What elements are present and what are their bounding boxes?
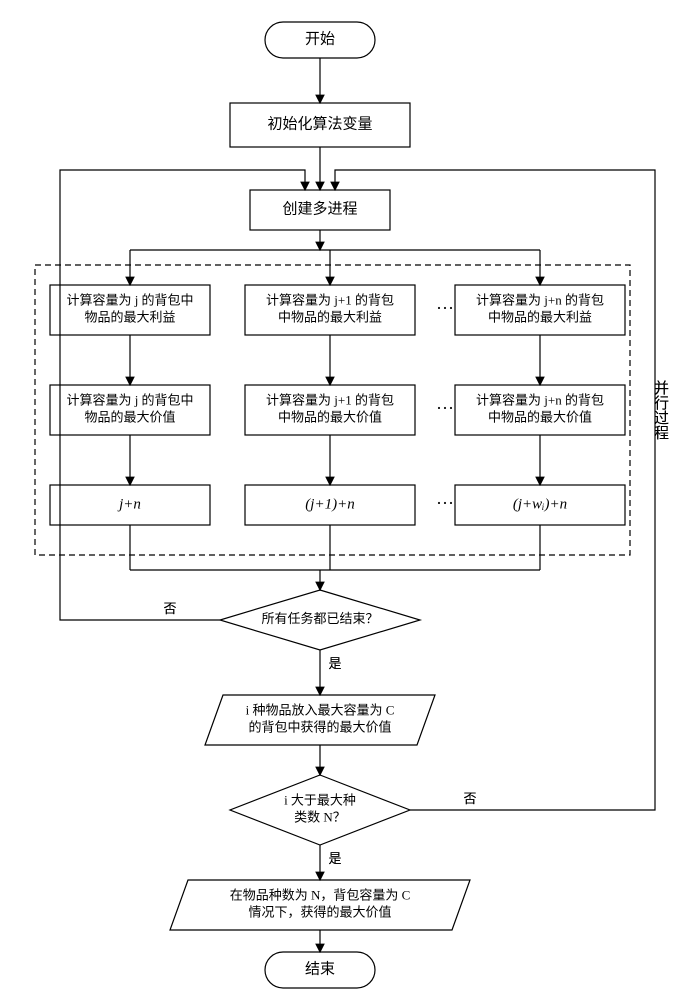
svg-text:创建多进程: 创建多进程 [282,200,357,217]
svg-text:情况下，获得的最大价值: 情况下，获得的最大价值 [248,904,391,919]
svg-text:的背包中获得的最大价值: 的背包中获得的最大价值 [248,719,391,734]
svg-text:(j+wᵢ)+n: (j+wᵢ)+n [513,496,567,512]
svg-text:开始: 开始 [305,30,335,47]
svg-text:物品的最大价值: 物品的最大价值 [84,409,175,424]
svg-text:(j+1)+n: (j+1)+n [305,496,354,512]
svg-text:否: 否 [463,791,476,806]
svg-text:并行过程: 并行过程 [652,380,669,440]
svg-text:计算容量为 j+1 的背包: 计算容量为 j+1 的背包 [266,392,394,407]
svg-text:所有任务都已结束？: 所有任务都已结束？ [261,611,378,626]
svg-text:是: 是 [328,656,341,671]
svg-text:在物品种数为 N，背包容量为 C: 在物品种数为 N，背包容量为 C [230,887,411,902]
svg-text:计算容量为 j 的背包中: 计算容量为 j 的背包中 [66,292,193,307]
svg-text:i 大于最大种: i 大于最大种 [284,792,356,807]
svg-text:是: 是 [328,851,341,866]
svg-text:···: ··· [436,398,454,418]
svg-text:计算容量为 j+n 的背包: 计算容量为 j+n 的背包 [476,392,604,407]
svg-text:···: ··· [436,298,454,318]
svg-text:中物品的最大价值: 中物品的最大价值 [488,409,592,424]
svg-text:否: 否 [163,601,176,616]
svg-text:中物品的最大价值: 中物品的最大价值 [278,409,382,424]
svg-text:中物品的最大利益: 中物品的最大利益 [488,309,592,324]
svg-text:计算容量为 j+1 的背包: 计算容量为 j+1 的背包 [266,292,394,307]
svg-text:物品的最大利益: 物品的最大利益 [84,309,175,324]
svg-text:类数 N？: 类数 N？ [294,809,346,824]
svg-text:···: ··· [436,493,454,513]
svg-text:中物品的最大利益: 中物品的最大利益 [278,309,382,324]
svg-text:j+n: j+n [117,496,141,512]
svg-text:初始化算法变量: 初始化算法变量 [267,114,372,132]
svg-text:计算容量为 j 的背包中: 计算容量为 j 的背包中 [66,392,193,407]
svg-text:i 种物品放入最大容量为 C: i 种物品放入最大容量为 C [246,702,395,717]
svg-text:计算容量为 j+n 的背包: 计算容量为 j+n 的背包 [476,292,604,307]
svg-text:结束: 结束 [305,960,335,977]
